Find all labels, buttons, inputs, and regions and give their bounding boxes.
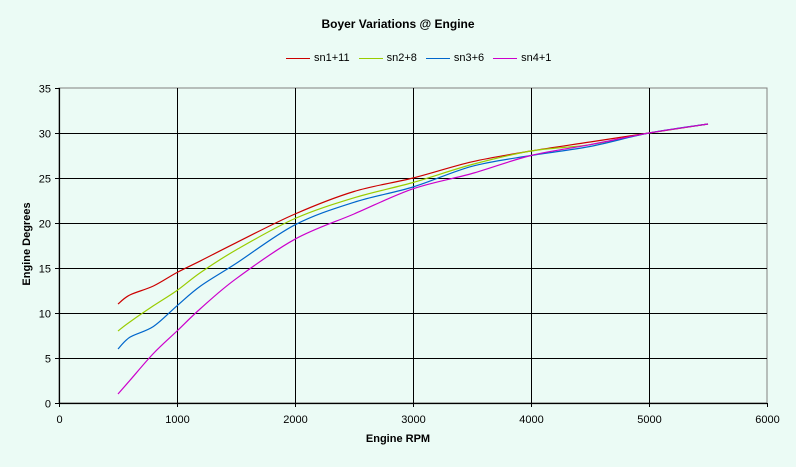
x-tick-label: 2000 [283,414,307,426]
legend-label: sn4+1 [521,52,552,64]
legend-item-sn2: sn2+8 [358,52,417,64]
legend-item-sn3: sn3+6 [425,52,485,64]
series-line-sn3+6 [117,123,709,350]
chart-title: Boyer Variations @ Engine [321,17,475,31]
chart-legend: sn1+11 sn2+8 sn3+6 sn4+1 [286,51,560,65]
y-axis-label: Engine Degrees [21,202,33,286]
legend-swatch-icon [286,57,310,59]
legend-swatch-icon [425,57,450,59]
legend-label: sn1+11 [314,52,350,64]
x-tick-label: 3000 [401,414,425,426]
legend-swatch-icon [493,57,518,59]
legend-item-sn1: sn1+11 [286,52,350,64]
x-tick-label: 5000 [637,414,661,426]
y-tick-label: 25 [39,174,51,186]
legend-swatch-icon [358,57,383,59]
legend-label: sn2+8 [386,52,417,64]
x-axis-label: Engine RPM [365,433,431,445]
y-tick-label: 5 [45,354,51,366]
x-tick-label: 4000 [519,414,543,426]
x-tick-label: 6000 [755,414,779,426]
y-tick-label: 30 [39,129,51,141]
legend-item-sn4: sn4+1 [493,52,551,64]
x-tick-label: 1000 [165,414,189,426]
y-tick-label: 0 [45,399,51,411]
y-tick-label: 20 [39,219,51,231]
legend-label: sn3+6 [453,52,485,64]
y-tick-label: 10 [39,309,51,321]
series-line-sn1+11 [117,123,709,305]
x-tick-label: 0 [56,414,62,426]
series-line-sn4+1 [117,123,709,395]
y-tick-label: 35 [39,84,51,96]
y-tick-label: 15 [39,264,51,276]
